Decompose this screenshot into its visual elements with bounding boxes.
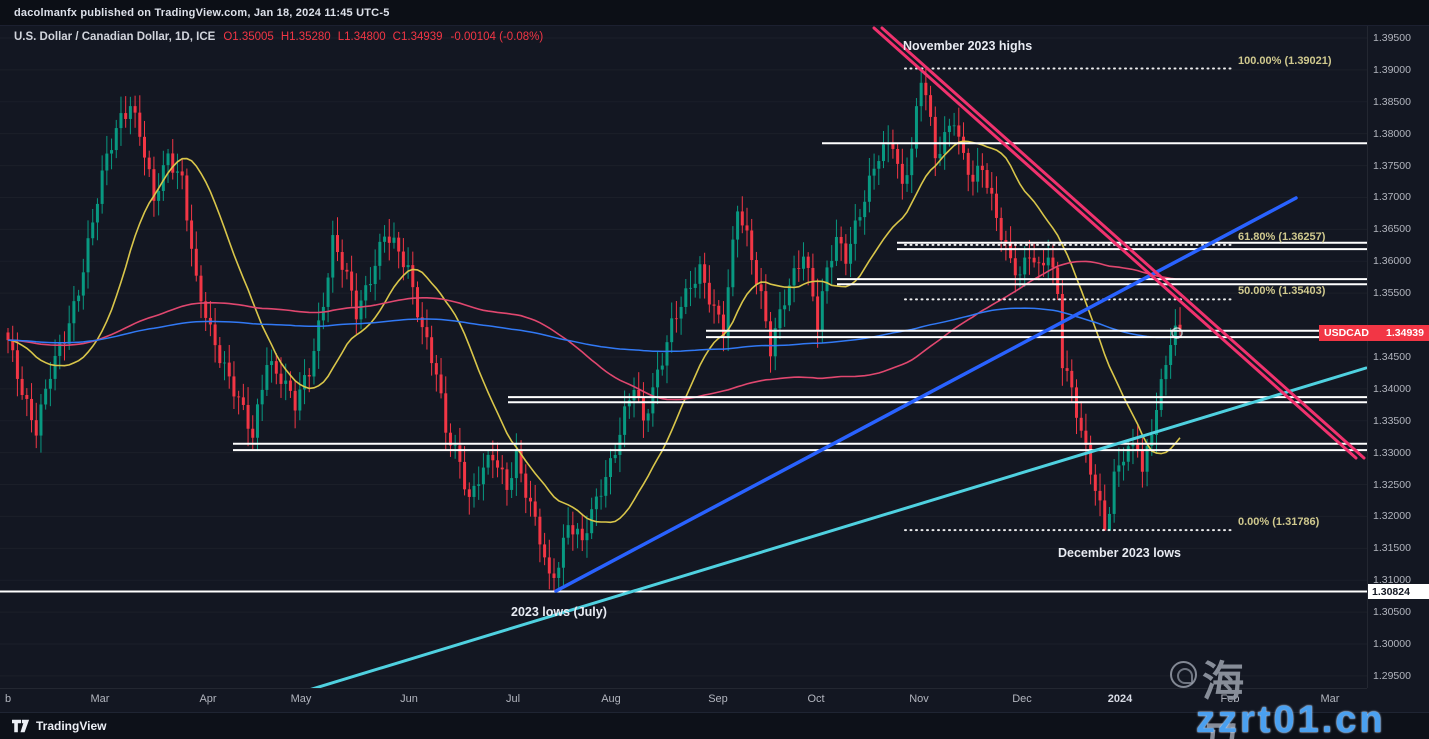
price-tick-label: 1.33000 [1373, 446, 1411, 459]
current-price-symbol: USDCAD [1324, 327, 1369, 339]
price-tick-label: 1.38500 [1373, 95, 1411, 108]
fib-level-label: 0.00% (1.31786) [1238, 516, 1320, 529]
fib-level-label: 100.00% (1.39021) [1238, 54, 1332, 67]
price-tick-label: 1.34500 [1373, 350, 1411, 363]
ma-mid-line [7, 260, 1181, 401]
price-tick-label: 1.37000 [1373, 191, 1411, 204]
time-tick-label: Dec [1012, 693, 1032, 705]
time-tick-label: Aug [601, 693, 621, 705]
time-tick-label: Jul [505, 693, 521, 705]
price-tick-label: 1.38000 [1373, 127, 1411, 140]
ohlc-o-value: O1.35005 [223, 31, 274, 43]
fib-level-label: 50.00% (1.35403) [1238, 285, 1326, 298]
chart-legend: U.S. Dollar / Canadian Dollar, 1D, ICE O… [14, 31, 543, 43]
ohlc-c-value: C1.34939 [392, 31, 443, 43]
ma-fast-line [7, 140, 1181, 524]
time-tick-label: Oct [807, 693, 825, 705]
chart-pane-layers [0, 26, 1367, 739]
time-tick-label: Mar [90, 693, 110, 705]
tradingview-logo[interactable]: TradingView [12, 719, 106, 733]
ohlc-h-value: H1.35280 [280, 31, 331, 43]
time-tick-label: May [290, 693, 312, 705]
price-tick-label: 1.29500 [1373, 669, 1411, 682]
price-tick-label: 1.37500 [1373, 159, 1411, 172]
downtrend-channel-b-trendline[interactable] [880, 26, 1366, 460]
price-tick-label: 1.32500 [1373, 478, 1411, 491]
price-tick-label: 1.39000 [1373, 63, 1411, 76]
price-tick-label: 1.36500 [1373, 223, 1411, 236]
change-value: -0.00104 (-0.08%) [450, 31, 544, 43]
time-tick-label: Mar [1320, 693, 1340, 705]
publish-bar: dacolmanfx published on TradingView.com,… [0, 0, 1429, 26]
footer-bar: TradingView [0, 712, 1429, 739]
chart-annotation: November 2023 highs [903, 39, 1033, 53]
level-price-label: 1.30824 [1368, 584, 1429, 599]
fib-level-label: 61.80% (1.36257) [1238, 230, 1326, 243]
time-tick-label: Sep [708, 693, 728, 705]
time-tick-label: 2024 [1107, 693, 1133, 705]
ohlc-values: O1.35005 H1.35280 L1.34800 C1.34939 [223, 31, 442, 43]
price-tick-label: 1.31000 [1373, 574, 1411, 587]
price-tick-label: 1.30500 [1373, 606, 1411, 619]
time-tick-label: Nov [909, 693, 929, 705]
price-tick-label: 1.31500 [1373, 542, 1411, 555]
chart-annotation: December 2023 lows [1058, 546, 1181, 560]
uptrend-cyan-trendline[interactable] [148, 366, 1367, 739]
tradingview-icon [12, 719, 30, 733]
time-tick-label: Apr [199, 693, 217, 705]
uptrend-blue-trendline[interactable] [554, 196, 1298, 593]
price-tick-label: 1.36000 [1373, 255, 1411, 268]
ohlc-l-value: L1.34800 [337, 31, 386, 43]
price-tick-label: 1.39500 [1373, 32, 1411, 44]
time-tick-label: b [4, 693, 12, 705]
time-tick-label: Feb [1220, 693, 1240, 705]
time-axis[interactable]: b Mar Apr May Jun Jul Aug Sep Oct Nov Dec 2024 Feb Ma… [0, 688, 1367, 712]
price-tick-label: 1.35500 [1373, 287, 1411, 300]
price-axis[interactable]: 1.39500 1.39000 1.38500 1.38000 1.37500 1.370… [1367, 26, 1429, 688]
price-tick-label: 1.32000 [1373, 510, 1411, 523]
drawing-anchor-marker[interactable] [1171, 327, 1183, 339]
ma-slow-line [7, 307, 1181, 353]
time-tick-label: Jun [400, 693, 418, 705]
chart-annotation: 2023 lows (July) [511, 605, 607, 619]
tradingview-logo-text: TradingView [36, 719, 107, 733]
price-tick-label: 1.33500 [1373, 414, 1411, 427]
symbol-title: U.S. Dollar / Canadian Dollar, 1D, ICE [14, 31, 216, 43]
downtrend-channel-a-trendline[interactable] [872, 26, 1358, 460]
publish-line: dacolmanfx published on TradingView.com,… [14, 6, 390, 19]
current-price-value: 1.34939 [1386, 327, 1424, 339]
price-tick-label: 1.30000 [1373, 638, 1411, 650]
price-tick-label: 1.34000 [1373, 382, 1411, 395]
current-price-label: USDCAD 1.34939 [1319, 325, 1429, 341]
